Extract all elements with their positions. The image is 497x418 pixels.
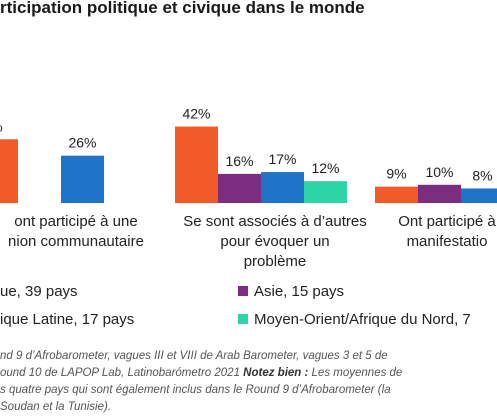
source-text-3: Les moyennes de [308,367,403,379]
bar-4-2 [304,181,347,203]
legend-item-series-2: Asie, 15 pays [238,283,344,300]
bar-1-2 [175,126,218,203]
legend-swatch-series-4 [238,314,248,324]
value-label-4-2: 12% [311,160,339,176]
category-label-2-line-2: pour évoquer un [220,233,329,250]
legend-item-series-3: ique Latine, 17 pays [0,311,134,328]
value-label-3-2: 17% [268,151,296,167]
source-text-5: Soudan et la Tunisie). [0,401,112,413]
value-label-1-2: 42% [182,106,210,122]
legend-label-series-2: Asie, 15 pays [254,283,345,300]
bar-2-2 [218,173,261,203]
category-labels-group: ont participé à une nion communautaire Se … [8,213,496,270]
source-note-line-3: s quatre pays qui sont également inclus … [0,382,497,399]
category-label-1-line-1: ont participé à une [14,213,137,230]
bar-3-1 [61,155,104,203]
bar-2-3 [418,184,461,203]
value-label-2-3: 10% [425,164,453,180]
value-label-3-1: 26% [68,135,96,151]
bar-1-3 [375,186,418,203]
legend-item-series-1: ue, 39 pays [0,283,78,300]
source-text-1: nd 9 d’Afrobarometer, vagues III et VIII… [0,350,388,362]
legend-label-series-1: ue, 39 pays [0,283,78,300]
bars-group [0,126,497,203]
bar-1-1 [0,139,18,203]
source-note-line-4: Soudan et la Tunisie). [0,399,497,416]
source-note-line-2: ound 10 de LAPOP Lab, Latinobarómetro 20… [0,365,497,382]
source-note: nd 9 d’Afrobarometer, vagues III et VIII… [0,348,497,416]
value-label-3-3: 8% [472,167,492,183]
legend-item-series-4: Moyen-Orient/Afrique du Nord, 7 [238,311,471,328]
source-note-line-1: nd 9 d’Afrobarometer, vagues III et VIII… [0,348,497,365]
value-labels-group: % 42% 9% 16% 10% 26% 17% 8% 12% [0,106,493,184]
bar-3-2 [261,172,304,203]
category-label-2-line-1: Se sont associés à d’autres [183,213,366,230]
value-label-1-1: % [0,118,3,134]
category-label-3-line-2: manifestatio [407,233,488,250]
category-label-2-line-3: problème [244,253,307,270]
legend-swatch-series-2 [238,286,248,296]
legend-label-series-3: ique Latine, 17 pays [0,311,135,328]
bar-chart: % 42% 9% 16% 10% 26% 17% 8% 12% ont participé à … [0,106,497,270]
legend-label-series-4: Moyen-Orient/Afrique du Nord, 7 [254,311,471,328]
bar-3-3 [461,188,497,203]
source-text-2: ound 10 de LAPOP Lab, Latinobarómetro 20… [0,367,244,379]
category-label-1-line-2: nion communautaire [8,233,144,250]
value-label-1-3: 9% [386,166,406,182]
note-bold-label: Notez bien : [243,367,309,379]
source-text-4: s quatre pays qui sont également inclus … [0,384,391,396]
category-label-3-line-1: Ont participé à [398,213,496,230]
value-label-2-2: 16% [225,153,253,169]
chart-title: rticipation politique et civique dans le… [0,0,365,17]
